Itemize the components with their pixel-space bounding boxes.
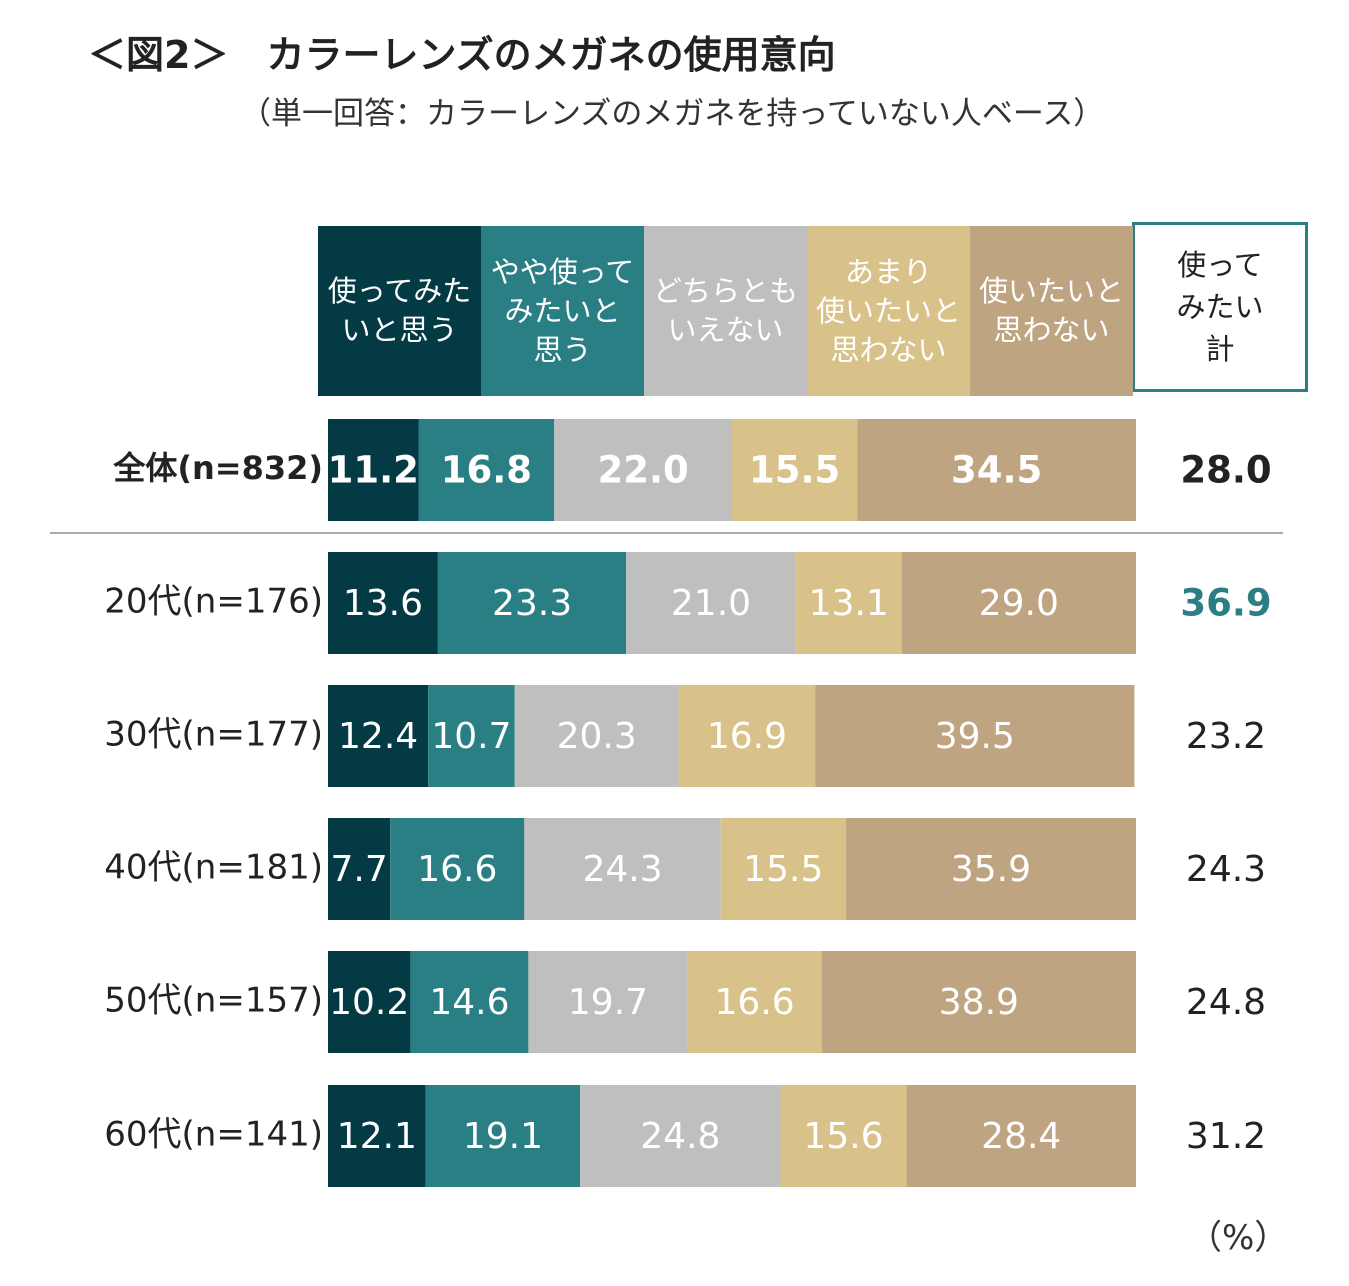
- data-label: 39.5: [935, 716, 1015, 757]
- data-label: 23.3: [492, 583, 572, 624]
- bar-segment: [795, 552, 902, 654]
- total-label: 23.2: [1186, 716, 1266, 757]
- bar-segment: [437, 552, 627, 654]
- total-label: 31.2: [1186, 1116, 1266, 1157]
- category-label: 50代(n=157): [104, 981, 323, 1021]
- bar-segment: [328, 818, 391, 920]
- bar-segment: [410, 951, 529, 1053]
- category-label: 40代(n=181): [104, 848, 323, 888]
- bar-segment: [678, 685, 816, 787]
- bar-segment: [328, 1085, 426, 1187]
- data-label: 15.5: [743, 849, 823, 890]
- data-label: 10.7: [431, 716, 511, 757]
- bar-segment: [901, 552, 1136, 654]
- legend-entry: 使ってみた いと思う: [318, 226, 481, 396]
- data-label: 20.3: [557, 716, 637, 757]
- bar-segment: [528, 951, 688, 1053]
- data-label: 16.8: [441, 449, 532, 492]
- data-label: 16.9: [707, 716, 787, 757]
- bar-segment: [328, 685, 429, 787]
- data-label: 35.9: [951, 849, 1031, 890]
- data-label: 21.0: [671, 583, 751, 624]
- total-label: 36.9: [1180, 582, 1271, 625]
- legend-entry: やや使って みたいと 思う: [481, 226, 644, 396]
- bar-segment: [328, 951, 411, 1053]
- bar-segment: [732, 419, 858, 521]
- data-label: 15.5: [749, 449, 840, 492]
- data-label: 16.6: [417, 849, 497, 890]
- bar-segment: [720, 818, 846, 920]
- bar-segment: [845, 818, 1136, 920]
- bar-segment: [815, 685, 1135, 787]
- bar-segment: [780, 1085, 907, 1187]
- data-label: 15.6: [803, 1116, 883, 1157]
- data-label: 19.7: [568, 982, 648, 1023]
- bar-segment: [580, 1085, 781, 1187]
- bar-segment: [906, 1085, 1136, 1187]
- bar-segment: [428, 685, 515, 787]
- bar-segment: [524, 818, 721, 920]
- data-label: 24.8: [640, 1116, 720, 1157]
- total-label: 24.3: [1186, 849, 1266, 890]
- bar-segment: [425, 1085, 581, 1187]
- category-label: 30代(n=177): [104, 715, 323, 755]
- bar-segment: [514, 685, 679, 787]
- bar-segment: [857, 419, 1136, 521]
- data-label: 38.9: [939, 982, 1019, 1023]
- data-label: 14.6: [429, 982, 509, 1023]
- data-label: 34.5: [951, 449, 1042, 492]
- data-label: 24.3: [582, 849, 662, 890]
- total-label: 28.0: [1180, 449, 1271, 492]
- chart-subtitle: （単一回答：カラーレンズのメガネを持っていない人ベース）: [240, 96, 1105, 132]
- data-label: 7.7: [330, 849, 387, 890]
- bar-segment: [554, 419, 732, 521]
- total-label: 24.8: [1186, 982, 1266, 1023]
- legend-entry: 使いたいと 思わない: [970, 226, 1133, 396]
- category-label: 20代(n=176): [104, 582, 323, 622]
- data-label: 12.1: [337, 1116, 417, 1157]
- bar-segment: [626, 552, 796, 654]
- chart-title: ＜図2＞ カラーレンズのメガネの使用意向: [88, 33, 836, 77]
- bar-segment: [328, 419, 419, 521]
- data-label: 12.4: [338, 716, 418, 757]
- bar-segment: [390, 818, 525, 920]
- data-label: 19.1: [463, 1116, 543, 1157]
- bar-segment: [821, 951, 1136, 1053]
- total-header: 使って みたい 計: [1132, 222, 1308, 392]
- category-label: 全体(n=832): [112, 449, 323, 487]
- bar-segment: [687, 951, 822, 1053]
- bar-segment: [418, 419, 555, 521]
- data-label: 29.0: [979, 583, 1059, 624]
- data-label: 22.0: [597, 449, 688, 492]
- data-label: 13.1: [809, 583, 889, 624]
- bar-segment: [328, 552, 438, 654]
- legend-entry: あまり 使いたいと 思わない: [807, 226, 970, 396]
- data-label: 28.4: [981, 1116, 1061, 1157]
- data-label: 16.6: [715, 982, 795, 1023]
- unit-label: （%）: [1188, 1218, 1289, 1258]
- data-label: 10.2: [329, 982, 409, 1023]
- category-label: 60代(n=141): [104, 1115, 323, 1155]
- data-label: 13.6: [343, 583, 423, 624]
- legend-entry: どちらとも いえない: [644, 226, 807, 396]
- data-label: 11.2: [328, 449, 419, 492]
